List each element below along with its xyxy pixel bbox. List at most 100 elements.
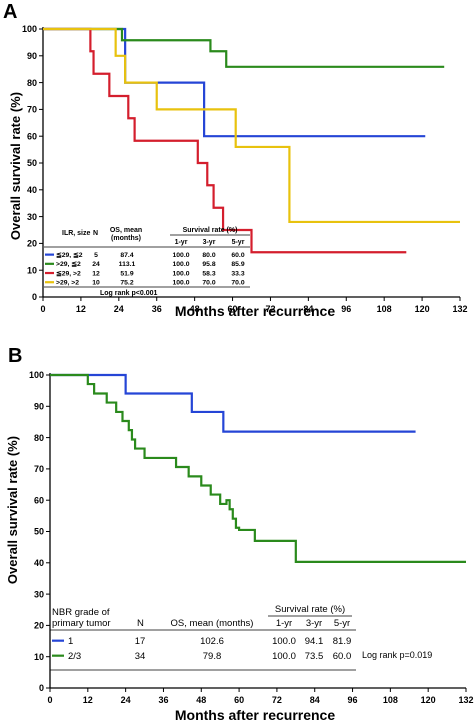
- table-cell-y5: 33.3: [231, 270, 244, 277]
- panel-b-xtick-label: 24: [121, 695, 131, 705]
- panel-a-xtick-label: 84: [303, 304, 313, 314]
- panel-a-xtick-label: 12: [76, 304, 86, 314]
- table-cell-y5: 85.9: [231, 261, 244, 268]
- panel-a-ytick-label: 20: [27, 239, 37, 249]
- table-cell-n: 17: [135, 636, 146, 647]
- panel-a-xtick-label: 132: [452, 304, 467, 314]
- panel-b-xtick-label: 36: [158, 695, 168, 705]
- panel-b-ytick-label: 0: [39, 683, 44, 693]
- panel-b-header-n: N: [137, 618, 144, 629]
- table-cell-y5: 70.0: [231, 280, 244, 287]
- panel-a-header-3yr: 3-yr: [203, 239, 216, 246]
- panel-a-xtick-label: 24: [114, 304, 124, 314]
- panel-a-series-2-curve: [43, 27, 445, 68]
- table-cell-y3: 95.8: [202, 261, 215, 268]
- panel-b-table: NBR grade of primary tumor N OS, mean (m…: [50, 604, 432, 671]
- panel-a-ytick-label: 50: [27, 158, 37, 168]
- panel-a-logrank: Log rank p<0.001: [100, 290, 157, 297]
- panel-a-xtick-label: 48: [190, 304, 200, 314]
- panel-b-header-3yr: 3-yr: [306, 618, 322, 629]
- table-cell-y1: 100.0: [172, 280, 189, 287]
- table-cell-y3: 70.0: [202, 280, 215, 287]
- panel-b-xtick-label: 84: [310, 695, 320, 705]
- panel-b-xtick-label: 96: [348, 695, 358, 705]
- panel-a-xtick-label: 120: [415, 304, 430, 314]
- panel-a-xlabel: Months after recurrence: [175, 303, 335, 319]
- table-cell-n: 24: [92, 261, 100, 268]
- panel-b-ytick-label: 60: [34, 495, 44, 505]
- panel-a-plot: 0 10 20 30 40 50 60 70 80 90 100 0 12 24 36 48 60 72 84 96 1…: [22, 24, 468, 314]
- panel-a-header-5yr: 5-yr: [232, 239, 245, 246]
- table-cell-n: 5: [94, 252, 98, 259]
- panel-b-letter: B: [8, 345, 22, 367]
- table-cell-y1: 100.0: [172, 261, 189, 268]
- panel-b-ytick-label: 70: [34, 464, 44, 474]
- table-cell-os: 87.4: [120, 252, 133, 259]
- panel-b-logrank: Log rank p=0.019: [362, 650, 432, 660]
- table-cell-label: 1: [68, 636, 73, 647]
- panel-a-series-3-curve: [43, 27, 407, 254]
- table-cell-n: 10: [92, 280, 100, 287]
- panel-b-xtick-label: 72: [272, 695, 282, 705]
- panel-a-header-os-unit: (months): [111, 235, 141, 242]
- panel-b-ytick-label: 30: [34, 589, 44, 599]
- table-cell-label: ≦29, >2: [56, 270, 81, 277]
- table-cell-y5: 60.0: [333, 651, 352, 662]
- panel-a-ylabel: Overall survival rate (%): [8, 92, 23, 240]
- panel-b-xtick-label: 120: [421, 695, 436, 705]
- panel-a-header-1yr: 1-yr: [175, 239, 188, 246]
- panel-b-xtick-label: 48: [196, 695, 206, 705]
- panel-b-table-rows: 1 17 102.6 100.0 94.1 81.9 2/3 34 79.8 100.0 73.5 6…: [52, 636, 351, 662]
- panel-a-xtick-label: 60: [228, 304, 238, 314]
- panel-b-series-1-curve: [50, 373, 416, 433]
- panel-b-series-2-curve: [50, 373, 466, 563]
- table-cell-os: 113.1: [119, 261, 136, 268]
- panel-b-header-survival: Survival rate (%): [275, 604, 345, 615]
- table-cell-y5: 60.0: [231, 252, 244, 259]
- panel-a-ytick-label: 60: [27, 131, 37, 141]
- panel-a-ytick-label: 70: [27, 105, 37, 115]
- panel-a-ytick-label: 30: [27, 212, 37, 222]
- panel-b-header-group: NBR grade of: [52, 607, 110, 618]
- panel-b-xtick-label: 132: [458, 695, 473, 705]
- table-cell-label: >29, ≦2: [56, 261, 81, 268]
- panel-b-ytick-label: 100: [29, 370, 44, 380]
- panel-b-ytick-label: 20: [34, 621, 44, 631]
- panel-a-header-survival: Survival rate (%): [183, 227, 238, 234]
- panel-b-xtick-label: 108: [383, 695, 398, 705]
- panel-b-xtick-label: 60: [234, 695, 244, 705]
- table-cell-y1: 100.0: [272, 636, 296, 647]
- panel-a-xtick-label: 36: [152, 304, 162, 314]
- panel-a-xtick-label: 0: [40, 304, 45, 314]
- panel-b-xtick-label: 0: [47, 695, 52, 705]
- panel-b-xlabel: Months after recurrence: [175, 707, 335, 723]
- panel-b-ytick-label: 50: [34, 527, 44, 537]
- table-cell-label: >29, >2: [56, 280, 79, 287]
- panel-b-ylabel: Overall survival rate (%): [5, 436, 20, 584]
- panel-a-series-1-curve: [43, 27, 426, 138]
- table-cell-label: 2/3: [68, 651, 81, 662]
- panel-b-header-1yr: 1-yr: [276, 618, 292, 629]
- panel-b-ytick-label: 40: [34, 558, 44, 568]
- table-cell-os: 75.2: [120, 280, 133, 287]
- panel-b-ytick-label: 80: [34, 433, 44, 443]
- panel-a-xtick-label: 72: [265, 304, 275, 314]
- table-cell-y5: 81.9: [333, 636, 352, 647]
- panel-b-xtick-label: 12: [83, 695, 93, 705]
- panel-b-ytick-label: 10: [34, 652, 44, 662]
- panel-a-ytick-label: 10: [27, 265, 37, 275]
- table-cell-n: 34: [135, 651, 146, 662]
- panel-a-letter: A: [3, 1, 17, 23]
- panel-a-header-n: N: [93, 230, 98, 237]
- table-cell-y1: 100.0: [172, 252, 189, 259]
- table-cell-label: ≦29, ≦2: [56, 252, 83, 259]
- table-cell-y3: 80.0: [202, 252, 215, 259]
- panel-a-xtick-label: 108: [377, 304, 392, 314]
- panel-b-header-5yr: 5-yr: [334, 618, 350, 629]
- panel-b-header-os: OS, mean (months): [171, 618, 254, 629]
- panel-a-header-group: ILR, size: [62, 230, 91, 237]
- table-cell-y1: 100.0: [172, 270, 189, 277]
- panel-a-table: ILR, size N OS, mean (months) Survival r…: [44, 227, 250, 297]
- panel-a-ytick-label: 100: [22, 24, 37, 34]
